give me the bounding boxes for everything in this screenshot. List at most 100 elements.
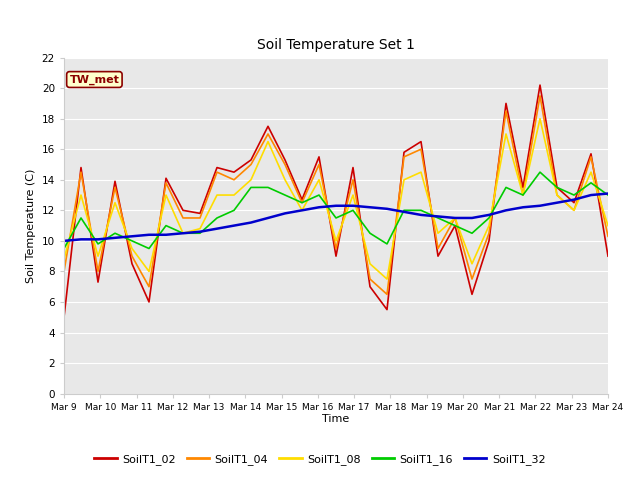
SoilT1_16 [60, 246, 68, 252]
SoilT1_32 [298, 207, 306, 213]
SoilT1_02 [570, 200, 578, 205]
SoilT1_08 [281, 177, 289, 183]
SoilT1_02 [298, 197, 306, 203]
SoilT1_04 [485, 230, 493, 236]
SoilT1_16 [553, 184, 561, 190]
SoilT1_02 [451, 223, 459, 228]
SoilT1_04 [468, 276, 476, 282]
SoilT1_04 [111, 184, 119, 190]
SoilT1_02 [264, 123, 272, 129]
SoilT1_16 [417, 207, 425, 213]
SoilT1_04 [281, 162, 289, 168]
SoilT1_08 [383, 276, 391, 282]
Title: Soil Temperature Set 1: Soil Temperature Set 1 [257, 38, 415, 52]
SoilT1_08 [519, 192, 527, 198]
SoilT1_08 [400, 177, 408, 183]
SoilT1_32 [162, 232, 170, 238]
SoilT1_02 [502, 100, 510, 106]
SoilT1_04 [77, 169, 85, 175]
SoilT1_16 [128, 238, 136, 244]
SoilT1_02 [145, 299, 153, 305]
SoilT1_08 [587, 169, 595, 175]
SoilT1_04 [519, 192, 527, 198]
SoilT1_02 [485, 238, 493, 244]
SoilT1_04 [451, 215, 459, 221]
SoilT1_16 [111, 230, 119, 236]
SoilT1_02 [604, 253, 612, 259]
SoilT1_32 [281, 211, 289, 216]
SoilT1_04 [570, 207, 578, 213]
SoilT1_08 [60, 256, 68, 262]
SoilT1_16 [94, 241, 102, 247]
SoilT1_04 [247, 162, 255, 168]
Legend: SoilT1_02, SoilT1_04, SoilT1_08, SoilT1_16, SoilT1_32: SoilT1_02, SoilT1_04, SoilT1_08, SoilT1_… [90, 450, 550, 469]
SoilT1_16 [315, 192, 323, 198]
SoilT1_16 [145, 246, 153, 252]
SoilT1_32 [451, 215, 459, 221]
SoilT1_02 [247, 157, 255, 163]
SoilT1_08 [196, 226, 204, 231]
SoilT1_02 [77, 165, 85, 170]
SoilT1_02 [60, 314, 68, 320]
SoilT1_16 [349, 207, 357, 213]
SoilT1_08 [417, 169, 425, 175]
SoilT1_32 [145, 232, 153, 238]
SoilT1_32 [332, 203, 340, 209]
SoilT1_32 [315, 204, 323, 210]
SoilT1_08 [604, 223, 612, 228]
SoilT1_08 [434, 230, 442, 236]
SoilT1_16 [332, 215, 340, 221]
SoilT1_16 [400, 207, 408, 213]
SoilT1_32 [60, 238, 68, 244]
SoilT1_02 [536, 82, 544, 88]
SoilT1_08 [213, 192, 221, 198]
SoilT1_32 [502, 207, 510, 213]
SoilT1_08 [451, 215, 459, 221]
SoilT1_04 [94, 268, 102, 274]
SoilT1_32 [111, 235, 119, 240]
SoilT1_02 [349, 165, 357, 170]
SoilT1_32 [536, 203, 544, 209]
SoilT1_04 [60, 268, 68, 274]
SoilT1_04 [604, 233, 612, 239]
SoilT1_32 [196, 229, 204, 235]
SoilT1_02 [315, 154, 323, 160]
SoilT1_08 [230, 192, 238, 198]
SoilT1_16 [383, 241, 391, 247]
SoilT1_32 [519, 204, 527, 210]
SoilT1_16 [247, 184, 255, 190]
SoilT1_02 [281, 157, 289, 163]
SoilT1_08 [349, 192, 357, 198]
SoilT1_02 [468, 291, 476, 297]
SoilT1_32 [434, 214, 442, 219]
SoilT1_16 [366, 230, 374, 236]
SoilT1_16 [196, 230, 204, 236]
SoilT1_32 [570, 197, 578, 203]
SoilT1_02 [111, 179, 119, 184]
SoilT1_08 [77, 192, 85, 198]
Text: TW_met: TW_met [69, 74, 119, 84]
SoilT1_02 [230, 169, 238, 175]
SoilT1_04 [536, 93, 544, 99]
Line: SoilT1_16: SoilT1_16 [64, 172, 608, 249]
SoilT1_04 [502, 108, 510, 114]
SoilT1_04 [264, 131, 272, 137]
SoilT1_08 [298, 207, 306, 213]
Y-axis label: Soil Temperature (C): Soil Temperature (C) [26, 168, 36, 283]
Line: SoilT1_02: SoilT1_02 [64, 85, 608, 317]
SoilT1_16 [502, 184, 510, 190]
SoilT1_08 [145, 268, 153, 274]
Line: SoilT1_04: SoilT1_04 [64, 96, 608, 294]
SoilT1_16 [536, 169, 544, 175]
SoilT1_08 [179, 230, 187, 236]
SoilT1_32 [128, 233, 136, 239]
X-axis label: Time: Time [323, 414, 349, 424]
SoilT1_32 [400, 209, 408, 215]
SoilT1_16 [162, 223, 170, 228]
SoilT1_04 [553, 192, 561, 198]
SoilT1_32 [383, 206, 391, 212]
SoilT1_08 [162, 192, 170, 198]
SoilT1_16 [298, 200, 306, 205]
SoilT1_04 [128, 253, 136, 259]
SoilT1_02 [213, 165, 221, 170]
